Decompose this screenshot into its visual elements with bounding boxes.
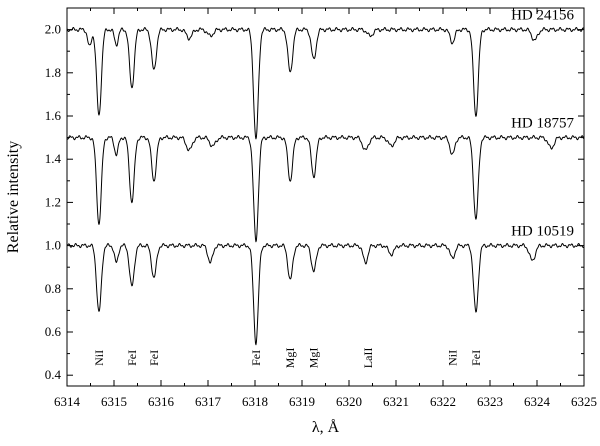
- y-tick-label: 0.6: [45, 324, 62, 339]
- y-tick-label: 1.4: [45, 151, 62, 166]
- x-tick-label: 6315: [101, 394, 127, 409]
- spectra-group: [66, 26, 585, 346]
- y-tick-label: 0.4: [45, 367, 62, 382]
- spectral-line-label: FeI: [249, 350, 263, 366]
- x-tick-label: 6314: [54, 394, 81, 409]
- spectral-line-label: MgI: [283, 348, 297, 369]
- spectral-line-label: FeI: [125, 350, 139, 366]
- spectral-line-label: FeI: [147, 350, 161, 366]
- x-tick-label: 6325: [571, 394, 597, 409]
- x-axis-title: λ, Å: [312, 418, 340, 436]
- x-tick-label: 6320: [336, 394, 362, 409]
- y-tick-label: 1.8: [45, 65, 61, 80]
- spectrum-line: [66, 26, 585, 140]
- spectral-line-label: NiI: [92, 350, 106, 366]
- x-tick-label: 6323: [477, 394, 503, 409]
- y-ticks: 0.4 0.6 0.8 1.0 1.2 1.4 1.6 1.8 2.0: [45, 7, 584, 382]
- y-axis-title: Relative intensity: [5, 141, 22, 253]
- spectral-line-label: FeI: [469, 350, 483, 366]
- x-tick-label: 6317: [195, 394, 222, 409]
- y-tick-label: 1.0: [45, 238, 61, 253]
- plot-frame: [66, 7, 585, 387]
- spectrum-line: [66, 134, 585, 243]
- spectral-line-label: MgI: [307, 348, 321, 369]
- x-tick-label: 6316: [148, 394, 175, 409]
- x-tick-label: 6321: [383, 394, 409, 409]
- spectrum-line: [66, 242, 585, 346]
- y-tick-label: 1.2: [45, 194, 61, 209]
- x-tick-label: 6318: [242, 394, 268, 409]
- x-tick-label: 6324: [524, 394, 551, 409]
- x-ticks: 6314 6315 6316 6317 6318 6319 6320 6321 6322 6323…: [54, 8, 597, 409]
- y-tick-label: 1.6: [45, 108, 62, 123]
- series-label: HD 10519: [511, 224, 574, 240]
- spectral-line-labels: NiI FeI FeI FeI MgI MgI LaII NiI FeI: [92, 348, 483, 369]
- x-tick-label: 6322: [430, 394, 456, 409]
- y-tick-label: 0.8: [45, 281, 61, 296]
- series-label: HD 18757: [511, 116, 574, 132]
- spectral-line-label: LaII: [361, 348, 375, 369]
- spectral-line-label: NiI: [445, 350, 459, 366]
- y-tick-label: 2.0: [45, 22, 61, 37]
- series-labels: HD 24156 HD 18757 HD 10519: [511, 8, 574, 240]
- x-tick-label: 6319: [289, 394, 315, 409]
- series-label: HD 24156: [511, 8, 574, 24]
